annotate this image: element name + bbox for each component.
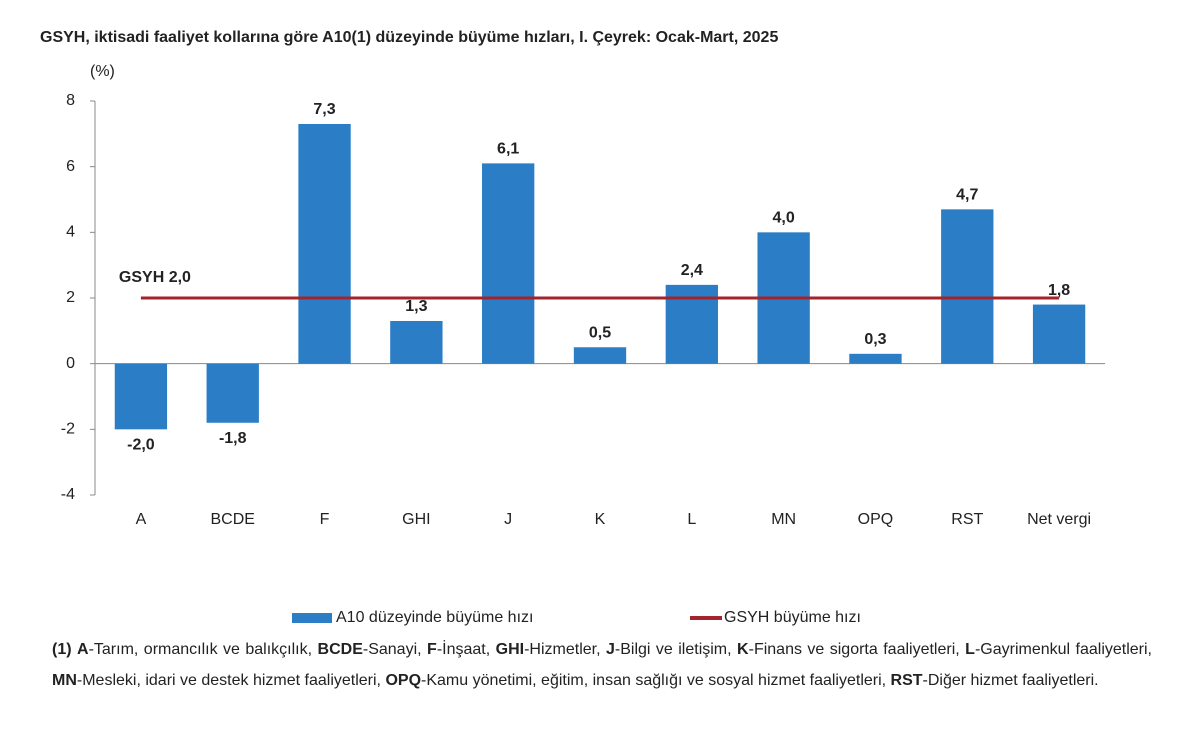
y-tick-label: 6 bbox=[66, 158, 75, 175]
footnote-code: A bbox=[77, 641, 89, 658]
bar bbox=[1032, 304, 1086, 364]
x-tick-label: MN bbox=[771, 511, 796, 528]
x-tick-label: GHI bbox=[402, 511, 430, 528]
data-label: 6,1 bbox=[497, 141, 519, 158]
y-tick-label: 8 bbox=[66, 92, 75, 109]
bar bbox=[573, 347, 627, 364]
footnote-text: -İnşaat, bbox=[436, 641, 491, 658]
footnote-text: -Hizmetler, bbox=[524, 641, 601, 658]
footnote-code: BCDE bbox=[317, 641, 363, 658]
y-unit: (%) bbox=[90, 63, 115, 80]
footnote-text: -Mesleki, idari ve destek hizmet faaliye… bbox=[76, 672, 381, 689]
bar bbox=[114, 363, 168, 430]
footnote: (1) A-Tarım, ormancılık ve balıkçılık, B… bbox=[52, 634, 1152, 696]
legend-label: A10 düzeyinde büyüme hızı bbox=[336, 609, 533, 626]
data-label: 4,7 bbox=[956, 187, 978, 204]
footnote-code: K bbox=[737, 641, 749, 658]
data-label: 4,0 bbox=[773, 210, 795, 227]
footnote-prefix: (1) bbox=[52, 641, 72, 658]
data-label: -2,0 bbox=[127, 437, 155, 454]
y-tick-label: -4 bbox=[61, 486, 75, 503]
footnote-code: GHI bbox=[495, 641, 525, 658]
x-tick-label: OPQ bbox=[858, 511, 894, 528]
footnote-text: -Kamu yönetimi, eğitim, insan sağlığı ve… bbox=[421, 672, 887, 689]
x-tick-label: Net vergi bbox=[1027, 511, 1091, 528]
bar bbox=[482, 163, 535, 364]
data-label: 1,3 bbox=[405, 298, 427, 315]
data-label: 0,3 bbox=[864, 331, 886, 348]
footnote-text: -Sanayi, bbox=[362, 641, 422, 658]
bar bbox=[849, 353, 902, 364]
data-label: 1,8 bbox=[1048, 282, 1070, 299]
x-tick-label: RST bbox=[951, 511, 983, 528]
annotation: GSYH 2,0 bbox=[119, 269, 191, 286]
x-tick-label: K bbox=[595, 511, 606, 528]
x-tick-label: F bbox=[320, 511, 330, 528]
footnote-text: -Tarım, ormancılık ve balıkçılık, bbox=[88, 641, 313, 658]
footnote-text: -Diğer hizmet faaliyetleri. bbox=[922, 672, 1099, 689]
data-label: 0,5 bbox=[589, 324, 611, 341]
bar bbox=[298, 123, 351, 364]
footnote-text: -Gayrimenkul faaliyetleri, bbox=[974, 641, 1152, 658]
x-tick-label: A bbox=[136, 511, 147, 528]
bar bbox=[206, 363, 259, 423]
x-tick-label: BCDE bbox=[211, 511, 255, 528]
legend-label: GSYH büyüme hızı bbox=[724, 609, 861, 626]
footnote-code: OPQ bbox=[385, 672, 422, 689]
footnote-code: RST bbox=[890, 672, 923, 689]
footnote-code: L bbox=[965, 641, 975, 658]
bar bbox=[941, 209, 994, 364]
x-tick-label: J bbox=[504, 511, 512, 528]
data-label: -1,8 bbox=[219, 430, 247, 447]
x-tick-label: L bbox=[687, 511, 696, 528]
y-tick-label: -2 bbox=[61, 421, 75, 438]
data-label: 2,4 bbox=[681, 262, 703, 279]
bar bbox=[390, 320, 443, 364]
footnote-code: MN bbox=[52, 672, 77, 689]
y-tick-label: 2 bbox=[66, 289, 75, 306]
y-tick-label: 4 bbox=[66, 224, 75, 241]
chart-title: GSYH, iktisadi faaliyet kollarına göre A… bbox=[40, 29, 778, 46]
footnote-code: J bbox=[605, 641, 615, 658]
data-label: 7,3 bbox=[313, 101, 335, 118]
footnote-text: -Finans ve sigorta faaliyetleri, bbox=[748, 641, 960, 658]
chart: GSYH, iktisadi faaliyet kollarına göre A… bbox=[40, 29, 1105, 626]
y-tick-label: 0 bbox=[66, 355, 75, 372]
footnote-text: -Bilgi ve iletişim, bbox=[614, 641, 732, 658]
footnote-code: F bbox=[427, 641, 437, 658]
legend-swatch bbox=[292, 613, 332, 623]
